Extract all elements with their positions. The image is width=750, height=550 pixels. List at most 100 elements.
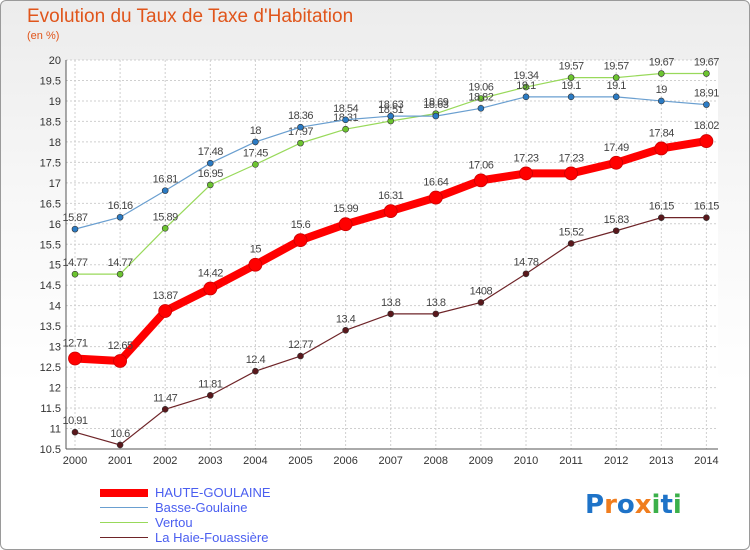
data-point-haute-goulaine bbox=[609, 155, 624, 170]
legend-label: Vertou bbox=[155, 515, 193, 530]
data-point-basse-goulaine bbox=[161, 187, 169, 194]
x-tick-label: 2000 bbox=[63, 455, 87, 467]
x-tick-label: 2007 bbox=[378, 455, 402, 467]
data-point-haute-goulaine bbox=[383, 204, 398, 218]
y-tick-label: 15.5 bbox=[40, 239, 61, 251]
data-label-haute-goulaine: 14.42 bbox=[198, 267, 223, 279]
data-label-basse-goulaine: 18 bbox=[250, 125, 262, 137]
y-tick-label: 18.5 bbox=[40, 116, 61, 128]
data-label-vertou: 14.77 bbox=[108, 257, 133, 269]
x-tick-label: 2014 bbox=[694, 455, 718, 467]
y-tick-label: 13.5 bbox=[40, 321, 61, 333]
legend-swatch-basse-goulaine bbox=[100, 507, 148, 508]
x-tick-label: 2003 bbox=[198, 455, 222, 467]
data-label-la-haie-fouassiere: 12.77 bbox=[288, 339, 313, 351]
y-tick-label: 19 bbox=[49, 96, 61, 108]
data-point-haute-goulaine bbox=[338, 217, 353, 232]
data-point-la-haie-fouassiere bbox=[252, 367, 259, 375]
data-label-vertou: 19.67 bbox=[694, 57, 719, 69]
data-point-la-haie-fouassiere bbox=[387, 310, 395, 318]
data-label-haute-goulaine: 17.06 bbox=[468, 159, 493, 171]
data-label-basse-goulaine: 16.81 bbox=[153, 174, 178, 186]
y-tick-label: 12 bbox=[49, 383, 61, 395]
data-label-vertou: 17.45 bbox=[243, 147, 268, 159]
data-point-la-haie-fouassiere bbox=[703, 214, 710, 221]
data-point-la-haie-fouassiere bbox=[432, 310, 440, 318]
data-label-la-haie-fouassiere: 1408 bbox=[470, 285, 493, 297]
y-tick-label: 17 bbox=[49, 178, 61, 190]
data-point-haute-goulaine bbox=[68, 351, 82, 366]
y-tick-label: 11 bbox=[50, 424, 61, 436]
data-point-basse-goulaine bbox=[432, 112, 440, 120]
data-point-haute-goulaine bbox=[654, 141, 669, 156]
data-label-la-haie-fouassiere: 13.8 bbox=[426, 297, 446, 309]
logo-letter: t bbox=[660, 490, 673, 520]
plot-area bbox=[66, 60, 718, 449]
y-tick-label: 16 bbox=[49, 219, 61, 231]
legend-swatch-vertou bbox=[100, 522, 148, 523]
data-point-la-haie-fouassiere bbox=[71, 428, 79, 436]
data-label-basse-goulaine: 15.87 bbox=[62, 212, 87, 224]
logo-letter: x bbox=[634, 490, 652, 520]
data-label-haute-goulaine: 17.49 bbox=[604, 142, 629, 154]
data-point-vertou bbox=[703, 70, 710, 77]
data-point-haute-goulaine bbox=[473, 173, 488, 188]
y-tick-label: 13 bbox=[49, 342, 61, 354]
data-label-haute-goulaine: 15.99 bbox=[333, 203, 358, 215]
logo-letter: r bbox=[604, 490, 617, 520]
logo-letter: i bbox=[651, 490, 661, 520]
data-label-haute-goulaine: 17.84 bbox=[649, 127, 674, 139]
data-point-haute-goulaine bbox=[699, 134, 714, 148]
y-tick-label: 19.5 bbox=[40, 75, 61, 87]
data-point-la-haie-fouassiere bbox=[297, 352, 304, 360]
data-point-vertou bbox=[567, 74, 575, 81]
data-point-haute-goulaine bbox=[293, 233, 308, 248]
data-label-la-haie-fouassiere: 16.15 bbox=[694, 201, 719, 213]
data-label-basse-goulaine: 19.1 bbox=[561, 80, 581, 92]
chart-title: Evolution du Taux de Taxe d'Habitation bbox=[27, 6, 354, 27]
data-point-basse-goulaine bbox=[522, 93, 530, 101]
x-tick-label: 2008 bbox=[424, 455, 448, 467]
data-label-basse-goulaine: 18.82 bbox=[468, 91, 493, 103]
data-label-haute-goulaine: 13.87 bbox=[153, 290, 178, 302]
x-tick-label: 2002 bbox=[153, 455, 177, 467]
y-tick-label: 12.5 bbox=[40, 362, 61, 374]
x-tick-label: 2004 bbox=[243, 455, 267, 467]
data-point-vertou bbox=[71, 270, 79, 278]
x-tick-label: 2010 bbox=[514, 455, 538, 467]
data-point-basse-goulaine bbox=[116, 213, 124, 221]
data-label-vertou: 19.67 bbox=[649, 57, 674, 69]
data-label-basse-goulaine: 18.91 bbox=[694, 88, 719, 100]
x-tick-label: 2009 bbox=[469, 455, 493, 467]
x-tick-label: 2012 bbox=[604, 455, 628, 467]
data-point-haute-goulaine bbox=[428, 190, 443, 205]
data-label-haute-goulaine: 15.6 bbox=[291, 219, 311, 231]
data-point-basse-goulaine bbox=[71, 225, 79, 233]
data-label-basse-goulaine: 16.16 bbox=[108, 200, 133, 212]
data-point-vertou bbox=[342, 125, 349, 133]
data-point-haute-goulaine bbox=[113, 354, 127, 368]
data-point-la-haie-fouassiere bbox=[116, 441, 124, 449]
data-label-haute-goulaine: 16.31 bbox=[378, 190, 403, 202]
data-point-vertou bbox=[297, 139, 304, 147]
data-point-basse-goulaine bbox=[567, 93, 575, 101]
logo-letter: i bbox=[672, 490, 682, 520]
data-label-vertou: 19.06 bbox=[468, 81, 493, 93]
legend-label: HAUTE-GOULAINE bbox=[155, 485, 271, 500]
y-tick-label: 17.5 bbox=[40, 157, 61, 169]
data-label-la-haie-fouassiere: 15.52 bbox=[559, 226, 584, 238]
y-tick-label: 15 bbox=[49, 260, 61, 272]
data-point-basse-goulaine bbox=[387, 112, 395, 120]
data-label-vertou: 14.77 bbox=[62, 257, 87, 269]
data-label-vertou: 19.34 bbox=[513, 70, 538, 82]
y-tick-label: 11.5 bbox=[40, 403, 61, 415]
x-tick-label: 2001 bbox=[108, 455, 132, 467]
data-label-basse-goulaine: 18.63 bbox=[423, 99, 448, 111]
data-label-vertou: 18.51 bbox=[378, 104, 403, 116]
x-tick-label: 2006 bbox=[333, 455, 357, 467]
y-tick-label: 18 bbox=[49, 137, 61, 149]
data-point-vertou bbox=[252, 161, 259, 168]
y-tick-label: 10.5 bbox=[40, 444, 61, 456]
data-label-basse-goulaine: 19 bbox=[656, 84, 668, 96]
